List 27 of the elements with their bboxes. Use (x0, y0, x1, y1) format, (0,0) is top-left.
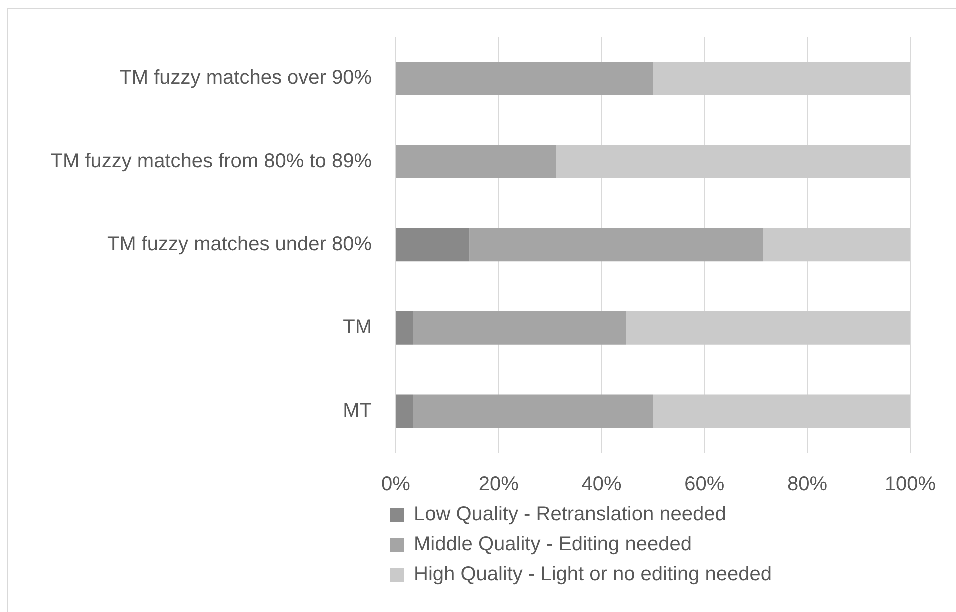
y-tick-label: MT (343, 400, 372, 422)
bar (653, 394, 910, 428)
bar (763, 228, 910, 262)
legend-label: Low Quality - Retranslation needed (414, 504, 726, 526)
bar (396, 312, 414, 345)
bar (413, 394, 654, 428)
legend-label: High Quality - Light or no editing needed (414, 564, 772, 586)
x-tick-label: 80% (788, 474, 828, 496)
bar (626, 312, 910, 345)
bar (653, 62, 910, 96)
x-tick-label: 60% (684, 474, 725, 496)
bar (556, 145, 910, 178)
bar (396, 228, 470, 262)
x-tick-label: 20% (478, 474, 520, 496)
x-tick-label: 40% (582, 474, 622, 496)
y-tick-label: TM (343, 316, 372, 339)
bar (396, 145, 556, 178)
x-tick-label: 0% (382, 474, 411, 496)
bar (413, 312, 626, 345)
legend-label: Middle Quality - Editing needed (414, 534, 692, 556)
bar (396, 394, 414, 428)
y-tick-label: TM fuzzy matches from 80% to 89% (50, 150, 372, 172)
x-tick-label: 100% (884, 474, 936, 496)
bar (396, 62, 654, 96)
y-tick-label: TM fuzzy matches over 90% (120, 67, 372, 90)
bar (470, 228, 764, 262)
y-tick-label: TM fuzzy matches under 80% (107, 234, 372, 256)
